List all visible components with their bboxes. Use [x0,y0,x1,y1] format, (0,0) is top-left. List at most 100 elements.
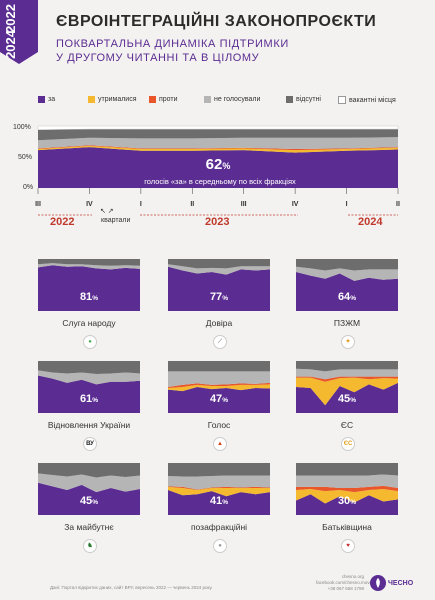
legend-item-vidsutni: відсутні [286,96,321,103]
party-довіра-area-za [168,266,270,311]
party-слуга-народу-area-za [38,265,140,311]
party-слуга-народу-value-pct: % [92,295,99,302]
heart-icon: ♥ [341,539,355,553]
party-єс-area-za [296,382,398,413]
party-відновлення-україни-area-za [38,375,140,413]
party-голос-value-number: 47 [209,393,223,405]
party-пзжм-value: 64% [307,291,387,303]
party-позафракційні-area-utrymalysia [168,486,270,497]
party-відновлення-україни-value-number: 61 [79,393,93,405]
main-avg-number: 62 [205,156,223,173]
party-слуга-народу-value-number: 81 [79,291,93,303]
party-батьківщина-area-utrymalysia [296,489,398,504]
party-позафракційні-area-za [168,490,270,515]
party-єс-area-vidsutni [296,361,398,372]
party-батьківщина-value-pct: % [350,499,357,506]
legend-item-proty: проти [149,96,178,103]
party-довіра-value: 77% [179,291,259,303]
party-єс-value-pct: % [350,397,357,404]
x-tick-label: II [396,201,400,208]
chesno-logo-icon [370,575,386,591]
year-label-2022: 2022 [50,216,74,228]
y-tick-100: 100% [13,124,31,131]
party-довіра-area-vidsutni [168,259,270,269]
party-батьківщина-label: Батьківщина [322,522,372,532]
legend-item-za: за [38,96,55,103]
party-голос-value: 47% [179,393,259,405]
x-tick-label: IV [292,201,299,208]
party-за-майбутнє-area-ne-holosuvaly [38,473,140,493]
year-label-2023: 2023 [205,216,229,228]
party-за-майбутнє-value-number: 45 [79,495,93,507]
party-довіра-area-ne-holosuvaly [168,264,270,275]
party-слуга-народу-chart [38,259,140,311]
vu-icon: ВУ [83,437,97,451]
years-badge: 2022 2024 [0,0,38,64]
party-довіра-chart [168,259,270,311]
party-єс-chart [296,361,398,413]
party-довіра-label: Довіра [205,318,233,328]
party-пзжм-area-za [296,272,398,311]
legend-swatch-za [38,96,45,103]
main-area-vakantni [37,125,399,130]
party-голос-area-ne-holosuvaly [168,371,270,387]
legend-item-ne-holosuvaly: не голосували [204,96,260,103]
y-tick-50: 50% [18,154,32,161]
party-голос-chart [168,361,270,413]
party-відновлення-україни-area-vidsutni [38,361,140,374]
party-позафракційні-area-proty [168,486,270,491]
legend-label-utrymalysia: утрималися [98,96,137,103]
party-батьківщина-area-ne-holosuvaly [296,474,398,488]
main-avg-pct: % [222,161,231,171]
party-за-майбутнє-value-pct: % [92,499,99,506]
party-позафракційні-value-pct: % [222,499,229,506]
party-єс-area-utrymalysia [296,377,398,406]
party-відновлення-україни-label: Відновлення України [47,420,131,430]
legend-label-za: за [48,96,56,103]
green-circle-icon: ● [83,335,97,349]
axis-arrows: ↖ ↗ [100,208,114,215]
main-chart: 100% 50% 0% III IV I II III IV I II 2022 2023 2… [13,124,400,228]
party-за-майбутнє-label: За майбутнє [64,522,114,532]
es-icon: ЄС [341,437,355,451]
party-єс-value-number: 45 [337,393,351,405]
party-позафракційні-chart [168,463,270,515]
party-довіра-value-pct: % [222,295,229,302]
x-tick-label: IV [86,201,93,208]
party-батьківщина-value-number: 30 [337,495,351,507]
party-за-майбутнє-area-vidsutni [38,463,140,478]
party-батьківщина-chart [296,463,398,515]
party-слуга-народу-area-ne-holosuvaly [38,263,140,270]
legend-label-vakantni: вакантні місця [349,96,396,104]
party-за-майбутнє-chart [38,463,140,515]
legend-swatch-ne-holosuvaly [204,96,211,103]
party-слуга-народу-label: Слуга народу [62,318,116,328]
party-довіра-value-number: 77 [209,291,223,303]
party-пзжм-value-number: 64 [337,291,351,303]
person-icon: ● [213,539,227,553]
party-пзжм-label: ПЗЖМ [333,318,361,328]
party-позафракційні-label: позафракційні [190,522,248,532]
footer-phone: +38 067 658 1798 [327,586,364,591]
party-слуга-народу-value: 81% [49,291,129,303]
legend-label-proty: проти [159,96,178,103]
party-слуга-народу-area-vidsutni [38,259,140,266]
y-tick-0: 0% [23,184,33,191]
main-area-proty [38,145,398,151]
main-area-utrymalysia [38,145,398,153]
party-голос-area-utrymalysia [168,384,270,392]
gear-icon: ✦ [341,335,355,349]
party-єс-value: 45% [307,393,387,405]
x-tick-label: I [140,201,142,208]
legend-item-utrymalysia: утрималися [88,96,137,103]
party-відновлення-україни-area-ne-holosuvaly [38,370,140,385]
party-пзжм-chart [296,259,398,311]
party-батьківщина-area-za [296,494,398,515]
x-tick-label: III [241,201,247,208]
party-позафракційні-area-ne-holosuvaly [168,475,270,490]
subtitle-line1: ПОКВАРТАЛЬНА ДИНАМІКА ПІДТРИМКИ [56,38,289,50]
party-голос-value-pct: % [222,397,229,404]
x-tick-label: I [346,201,348,208]
legend-swatch-utrymalysia [88,96,95,103]
party-єс-area-ne-holosuvaly [296,368,398,380]
